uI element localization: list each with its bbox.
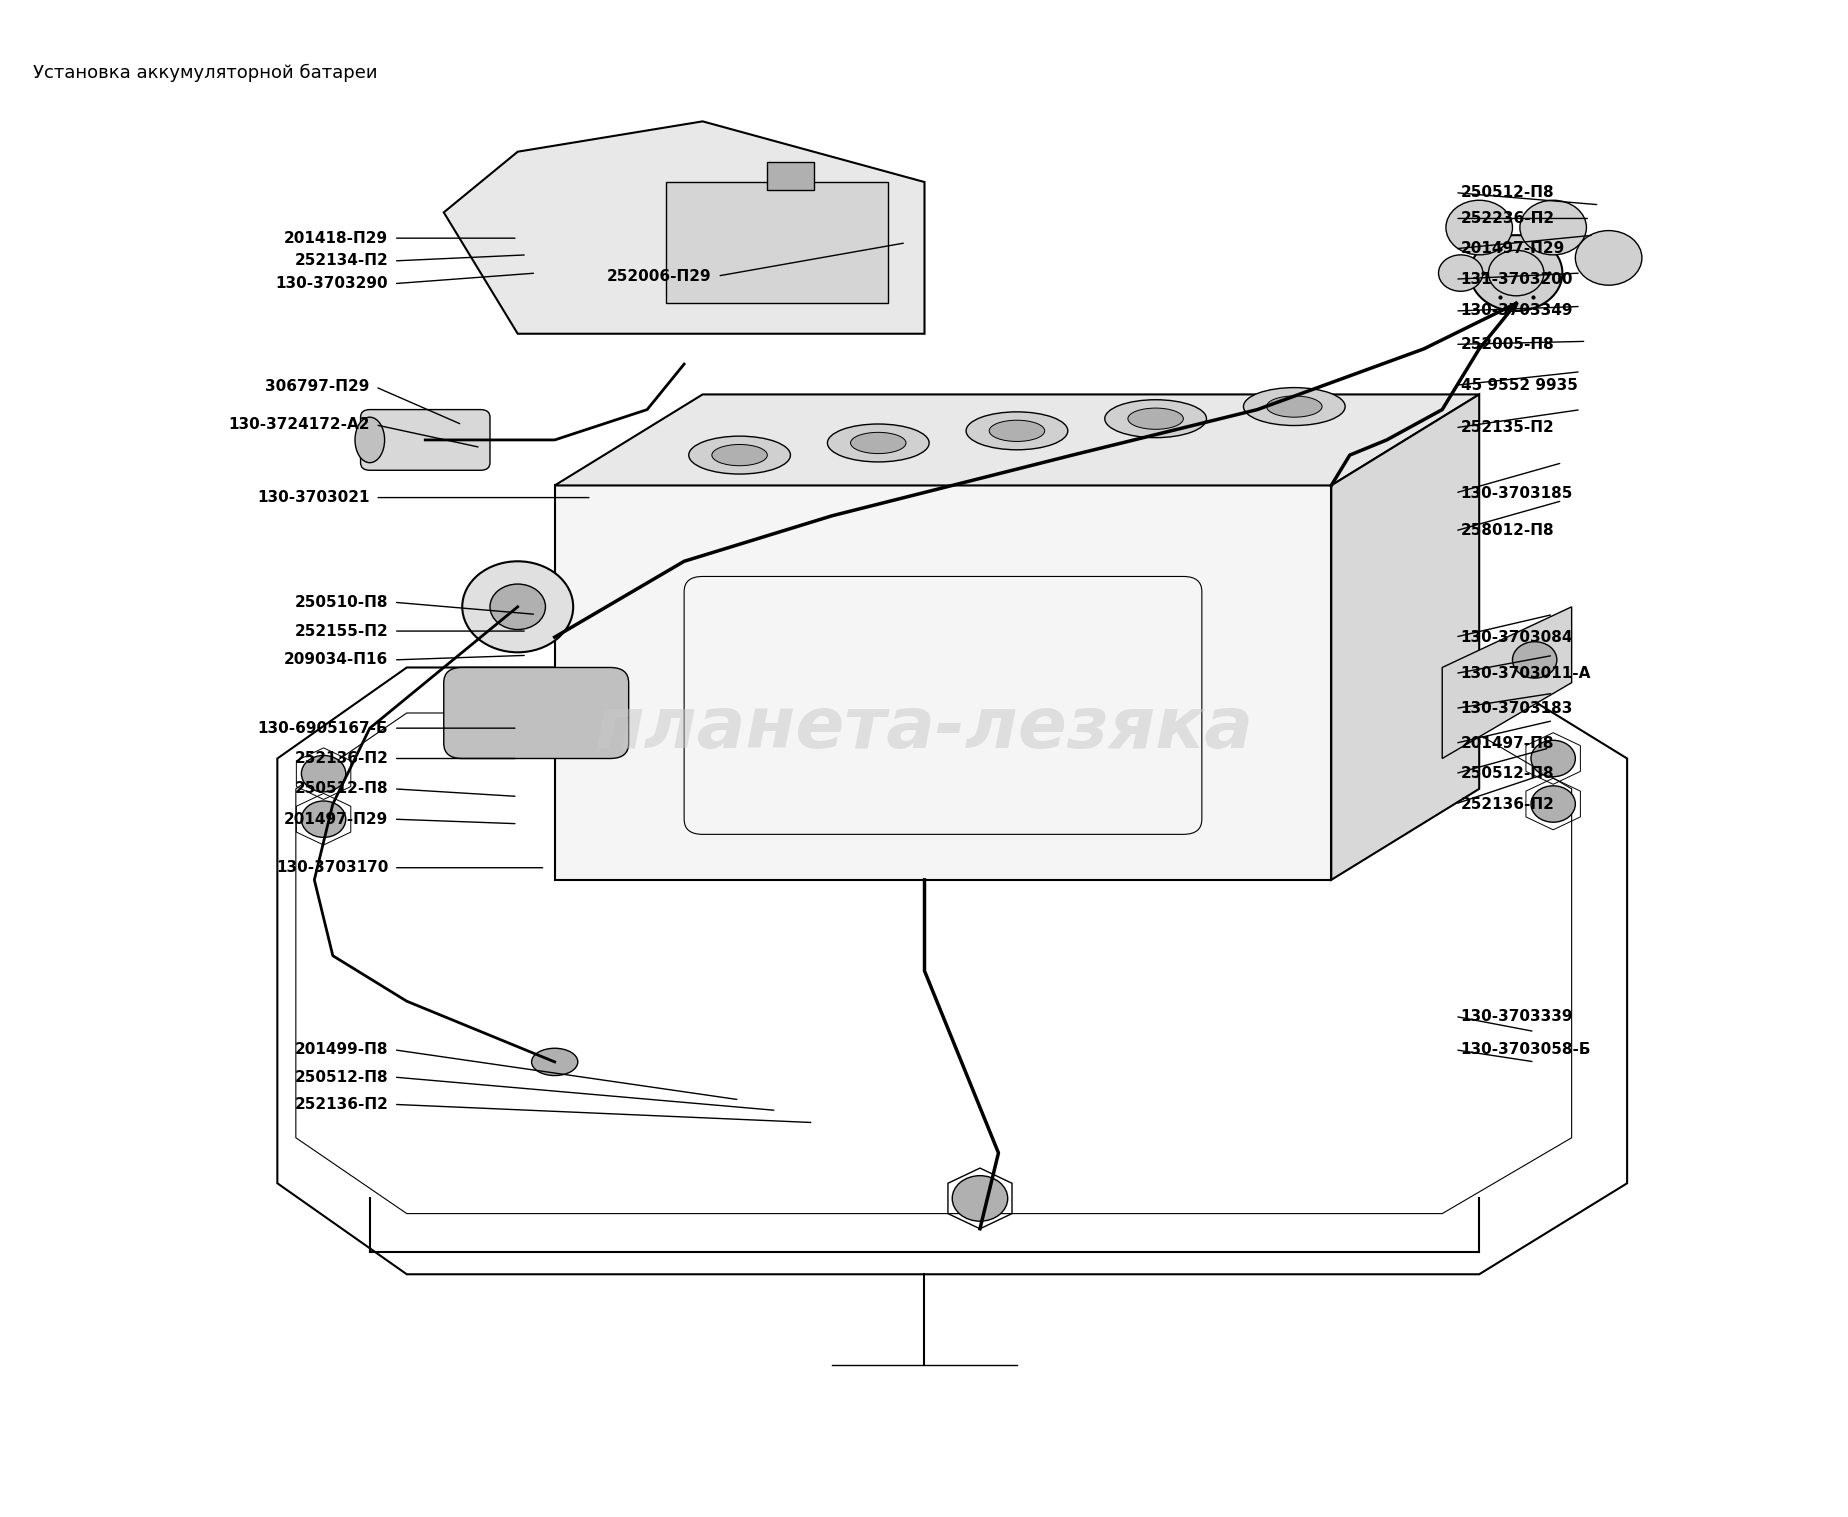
Text: 130-3703011-А: 130-3703011-А [1460,666,1591,681]
Text: 45 9552 9935: 45 9552 9935 [1460,378,1576,393]
Circle shape [1574,231,1641,285]
Text: 250512-П8: 250512-П8 [294,781,388,796]
Bar [767,162,813,190]
Text: 130-3703349: 130-3703349 [1460,303,1573,319]
Ellipse shape [965,411,1068,451]
Ellipse shape [711,444,767,466]
Text: 252134-П2: 252134-П2 [294,253,388,269]
Text: 130-3724172-А2: 130-3724172-А2 [227,417,370,432]
Text: 209034-П16: 209034-П16 [285,652,388,667]
Circle shape [301,755,346,792]
FancyBboxPatch shape [360,410,490,470]
Text: 252005-П8: 252005-П8 [1460,337,1554,352]
Ellipse shape [989,420,1044,441]
Text: 201497-П29: 201497-П29 [1460,241,1563,256]
Circle shape [462,561,573,652]
FancyBboxPatch shape [444,667,628,758]
Ellipse shape [826,425,930,463]
Text: 130-3703183: 130-3703183 [1460,701,1573,716]
Text: Установка аккумуляторной батареи: Установка аккумуляторной батареи [33,64,377,82]
Circle shape [1438,255,1482,291]
Text: 250510-П8: 250510-П8 [294,595,388,610]
Text: 252155-П2: 252155-П2 [294,623,388,639]
Text: 201497-П29: 201497-П29 [285,812,388,827]
Text: 201497-П8: 201497-П8 [1460,736,1554,751]
Text: 250512-П8: 250512-П8 [1460,766,1554,781]
Polygon shape [1441,607,1571,758]
Text: 258012-П8: 258012-П8 [1460,523,1554,539]
Text: 130-6905167-Б: 130-6905167-Б [257,721,388,736]
Text: 131-3703200: 131-3703200 [1460,272,1573,287]
Circle shape [1512,642,1556,678]
Ellipse shape [687,437,791,475]
Text: 130-3703084: 130-3703084 [1460,630,1573,645]
Text: 201418-П29: 201418-П29 [285,231,388,246]
Text: 252135-П2: 252135-П2 [1460,420,1554,435]
Text: 252236-П2: 252236-П2 [1460,211,1554,226]
Polygon shape [554,485,1331,880]
Circle shape [1519,200,1586,255]
Polygon shape [1331,394,1478,880]
Circle shape [1530,740,1574,777]
Text: 252136-П2: 252136-П2 [294,751,388,766]
Text: 201499-П8: 201499-П8 [294,1042,388,1057]
Circle shape [301,801,346,837]
Polygon shape [554,394,1478,485]
Ellipse shape [1127,408,1183,429]
Circle shape [952,1176,1007,1221]
Text: 130-3703170: 130-3703170 [275,860,388,875]
Ellipse shape [1242,388,1343,426]
Text: 252136-П2: 252136-П2 [294,1097,388,1112]
Ellipse shape [850,432,906,454]
Circle shape [1469,235,1562,311]
Ellipse shape [532,1048,577,1076]
Text: 250512-П8: 250512-П8 [1460,185,1554,200]
Text: 306797-П29: 306797-П29 [266,379,370,394]
Text: 130-3703021: 130-3703021 [257,490,370,505]
Text: планета-лезяка: планета-лезяка [595,693,1253,763]
Text: 130-3703185: 130-3703185 [1460,485,1573,501]
Circle shape [1488,250,1543,296]
Circle shape [1445,200,1512,255]
Text: 130-3703058-Б: 130-3703058-Б [1460,1042,1591,1057]
Ellipse shape [1266,396,1321,417]
Circle shape [490,584,545,630]
Text: 252136-П2: 252136-П2 [1460,796,1554,812]
Polygon shape [444,121,924,334]
Text: 250512-П8: 250512-П8 [294,1069,388,1085]
Circle shape [1530,786,1574,822]
Ellipse shape [1103,399,1205,438]
Ellipse shape [355,417,384,463]
Text: 130-3703290: 130-3703290 [275,276,388,291]
Polygon shape [665,182,887,303]
Text: 252006-П29: 252006-П29 [606,269,711,284]
Text: 130-3703339: 130-3703339 [1460,1009,1573,1024]
